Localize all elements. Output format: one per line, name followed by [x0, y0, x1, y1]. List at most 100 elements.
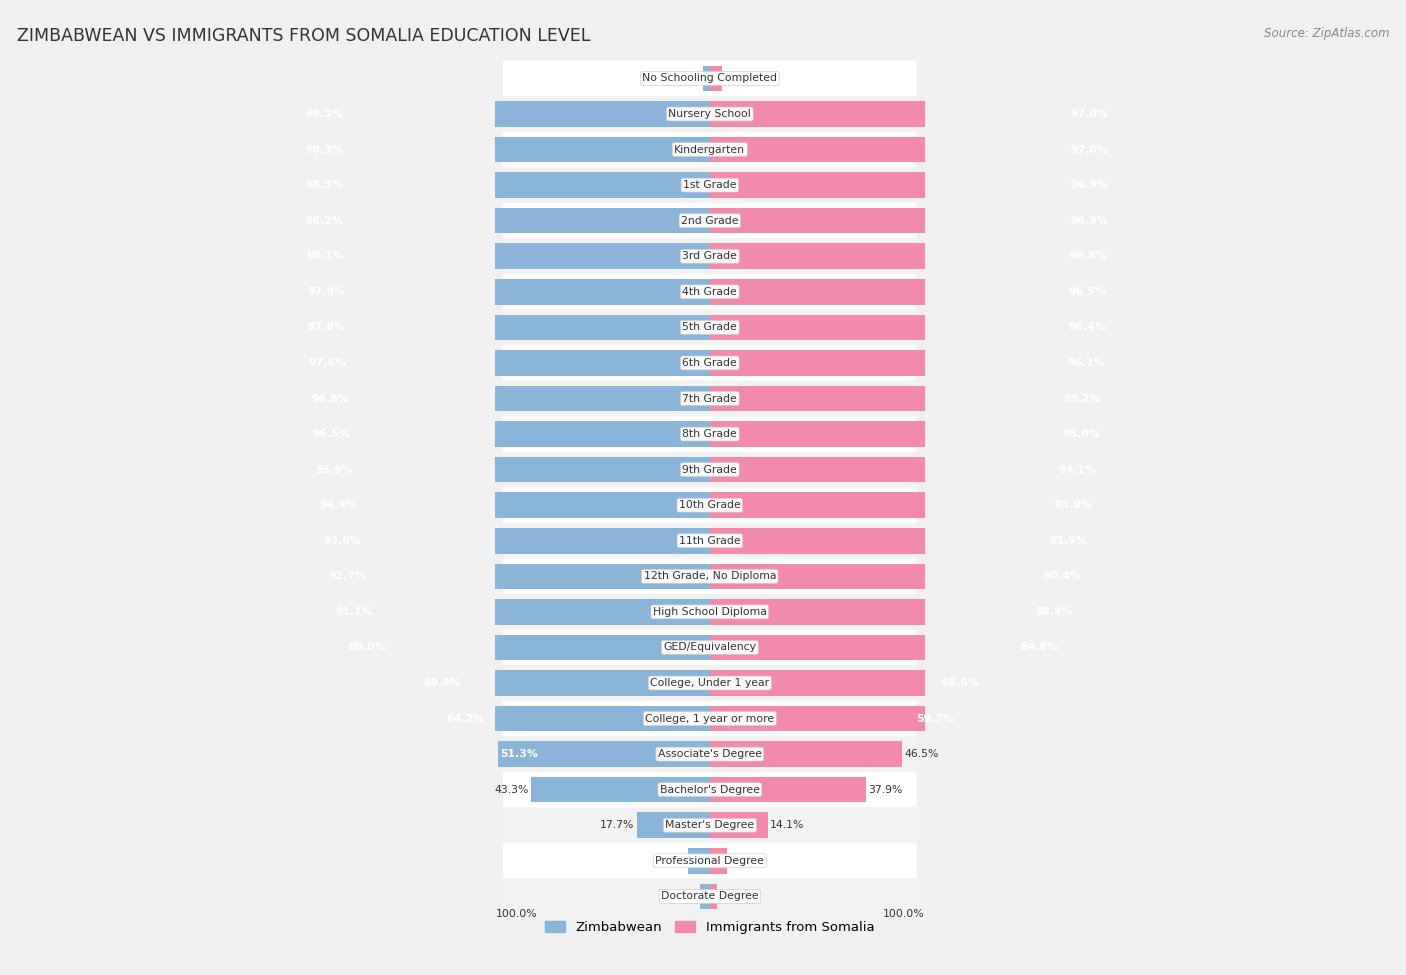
Text: Kindergarten: Kindergarten: [675, 144, 745, 155]
Text: 5th Grade: 5th Grade: [682, 323, 737, 332]
Text: College, 1 year or more: College, 1 year or more: [645, 714, 775, 723]
Text: 69.9%: 69.9%: [423, 678, 461, 688]
Text: Source: ZipAtlas.com: Source: ZipAtlas.com: [1264, 27, 1389, 40]
Bar: [318, 492, 710, 518]
Text: 2nd Grade: 2nd Grade: [681, 215, 738, 225]
Bar: [311, 421, 710, 447]
Text: 8th Grade: 8th Grade: [682, 429, 737, 439]
Text: 96.1%: 96.1%: [1067, 358, 1105, 368]
Bar: [703, 65, 710, 92]
Text: 84.8%: 84.8%: [1021, 643, 1059, 652]
Text: 97.0%: 97.0%: [1071, 144, 1109, 155]
FancyBboxPatch shape: [503, 807, 917, 843]
Legend: Zimbabwean, Immigrants from Somalia: Zimbabwean, Immigrants from Somalia: [540, 916, 880, 939]
FancyBboxPatch shape: [503, 310, 917, 345]
Text: 4.1%: 4.1%: [728, 856, 756, 866]
Text: 91.9%: 91.9%: [1050, 535, 1088, 546]
Text: 95.0%: 95.0%: [1063, 429, 1101, 439]
Bar: [710, 421, 1102, 447]
FancyBboxPatch shape: [503, 345, 917, 380]
Bar: [637, 812, 710, 838]
Bar: [710, 706, 956, 731]
Text: Nursery School: Nursery School: [668, 109, 751, 119]
Bar: [531, 777, 710, 802]
FancyBboxPatch shape: [503, 168, 917, 203]
Text: 91.1%: 91.1%: [335, 606, 373, 617]
FancyBboxPatch shape: [503, 451, 917, 488]
Bar: [710, 65, 723, 92]
Bar: [304, 101, 710, 127]
FancyBboxPatch shape: [503, 239, 917, 274]
Text: 3rd Grade: 3rd Grade: [682, 252, 737, 261]
Text: College, Under 1 year: College, Under 1 year: [650, 678, 769, 688]
Text: 51.3%: 51.3%: [499, 749, 537, 760]
Text: 96.9%: 96.9%: [1070, 180, 1108, 190]
Text: 98.3%: 98.3%: [305, 180, 343, 190]
Bar: [710, 777, 866, 802]
Bar: [305, 315, 710, 340]
Text: 2.3%: 2.3%: [671, 891, 699, 901]
Bar: [710, 741, 903, 767]
FancyBboxPatch shape: [503, 701, 917, 736]
Bar: [309, 386, 710, 411]
Bar: [710, 136, 1111, 163]
Text: 93.0%: 93.0%: [1054, 500, 1092, 510]
Bar: [326, 564, 710, 589]
Bar: [333, 599, 710, 625]
Text: 11th Grade: 11th Grade: [679, 535, 741, 546]
FancyBboxPatch shape: [503, 878, 917, 915]
Text: 98.1%: 98.1%: [307, 252, 344, 261]
Bar: [710, 527, 1090, 554]
Bar: [304, 244, 710, 269]
Text: Professional Degree: Professional Degree: [655, 856, 765, 866]
Text: 93.9%: 93.9%: [323, 535, 361, 546]
FancyBboxPatch shape: [503, 630, 917, 665]
Bar: [710, 173, 1111, 198]
FancyBboxPatch shape: [503, 203, 917, 239]
Bar: [689, 848, 710, 874]
FancyBboxPatch shape: [503, 523, 917, 559]
Text: 98.2%: 98.2%: [307, 215, 344, 225]
Text: 96.8%: 96.8%: [312, 394, 350, 404]
Text: Doctorate Degree: Doctorate Degree: [661, 891, 759, 901]
Text: 5.2%: 5.2%: [659, 856, 686, 866]
Text: 92.7%: 92.7%: [329, 571, 367, 581]
Bar: [314, 457, 710, 483]
Bar: [700, 883, 710, 910]
Text: 14.1%: 14.1%: [770, 820, 804, 831]
Text: 96.5%: 96.5%: [314, 429, 352, 439]
Text: 7th Grade: 7th Grade: [682, 394, 737, 404]
Text: 97.9%: 97.9%: [307, 287, 344, 296]
Text: No Schooling Completed: No Schooling Completed: [643, 73, 778, 84]
FancyBboxPatch shape: [503, 60, 917, 97]
FancyBboxPatch shape: [503, 380, 917, 416]
Bar: [710, 848, 727, 874]
Bar: [710, 350, 1107, 375]
Text: 46.5%: 46.5%: [904, 749, 938, 760]
Text: GED/Equivalency: GED/Equivalency: [664, 643, 756, 652]
Bar: [710, 101, 1111, 127]
Text: 4th Grade: 4th Grade: [682, 287, 737, 296]
Bar: [498, 741, 710, 767]
Text: 94.9%: 94.9%: [319, 500, 357, 510]
FancyBboxPatch shape: [503, 843, 917, 878]
Text: Master's Degree: Master's Degree: [665, 820, 755, 831]
Text: 6th Grade: 6th Grade: [682, 358, 737, 368]
Bar: [304, 208, 710, 233]
Text: 94.1%: 94.1%: [1059, 465, 1097, 475]
FancyBboxPatch shape: [503, 594, 917, 630]
Text: 95.9%: 95.9%: [315, 465, 353, 475]
Text: 97.6%: 97.6%: [308, 358, 346, 368]
Text: 90.4%: 90.4%: [1043, 571, 1081, 581]
Bar: [710, 599, 1076, 625]
Bar: [710, 386, 1104, 411]
Text: 17.7%: 17.7%: [600, 820, 634, 831]
Bar: [304, 173, 710, 198]
FancyBboxPatch shape: [503, 274, 917, 310]
FancyBboxPatch shape: [503, 416, 917, 451]
Bar: [710, 635, 1060, 660]
Text: 1.7%: 1.7%: [673, 73, 700, 84]
Bar: [710, 208, 1111, 233]
Text: Bachelor's Degree: Bachelor's Degree: [659, 785, 759, 795]
Text: 12th Grade, No Diploma: 12th Grade, No Diploma: [644, 571, 776, 581]
